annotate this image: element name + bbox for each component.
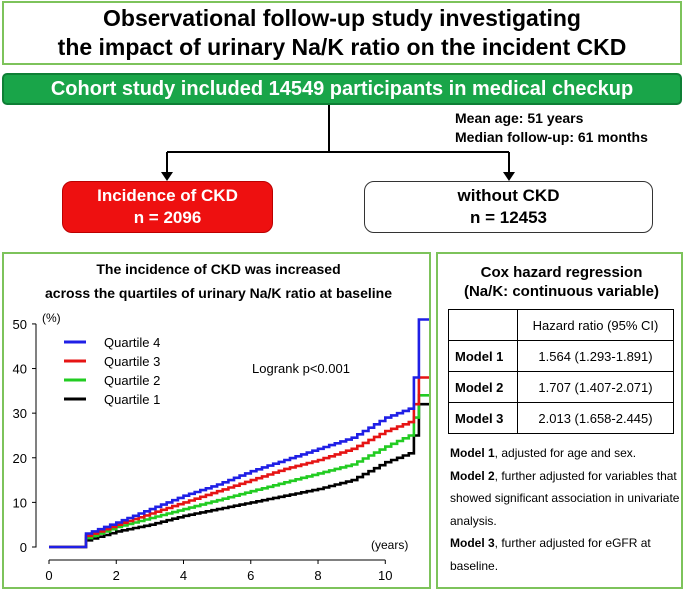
table-row: Model 1 1.564 (1.293-1.891) <box>447 340 674 372</box>
x-tick-label: 0 <box>45 568 52 583</box>
hazard-value-cell: 1.564 (1.293-1.891) <box>517 340 674 372</box>
legend-label: Quartile 2 <box>104 373 160 388</box>
y-tick-label: 40 <box>13 362 27 377</box>
arrow-left-icon <box>161 172 173 181</box>
logrank-label: Logrank p<0.001 <box>252 361 350 376</box>
ckd-group-label: Incidence of CKD <box>97 186 238 205</box>
km-title-line2: across the quartiles of urinary Na/K rat… <box>45 285 392 301</box>
km-panel: The incidence of CKD was increased acros… <box>2 252 431 589</box>
y-tick-label: 30 <box>13 406 27 421</box>
y-tick-label: 10 <box>13 495 27 510</box>
legend-label: Quartile 3 <box>104 354 160 369</box>
legend-label: Quartile 4 <box>104 335 160 350</box>
km-title-line1: The incidence of CKD was increased <box>96 261 341 277</box>
arrow-right-icon <box>503 172 515 181</box>
table-row: Model 3 2.013 (1.658-2.445) <box>447 402 674 434</box>
table-row: Model 2 1.707 (1.407-2.071) <box>447 371 674 403</box>
median-follow-up: Median follow-up: 61 months <box>455 129 648 145</box>
cohort-label: Cohort study included 14549 participants… <box>50 77 634 100</box>
hazard-table-corner <box>447 309 519 341</box>
x-tick-label: 4 <box>180 568 187 583</box>
no-ckd-group-box: without CKD n = 12453 <box>364 181 653 233</box>
hazard-value-cell: 1.707 (1.407-2.071) <box>517 371 674 403</box>
ckd-group-n: n = 2096 <box>133 208 202 227</box>
hazard-table-header-row: Hazard ratio (95% CI) <box>447 309 674 341</box>
model-note: Model 3, further adjusted for eGFR at ba… <box>450 536 651 573</box>
model-cell: Model 3 <box>447 402 519 434</box>
flow-connectors <box>161 105 515 181</box>
ckd-group-box: Incidence of CKD n = 2096 <box>62 181 273 233</box>
study-title-line2: the impact of urinary Na/K ratio on the … <box>57 34 627 60</box>
model-note: Model 1, adjusted for age and sex. <box>450 446 637 460</box>
legend-label: Quartile 1 <box>104 392 160 407</box>
cox-panel: Cox hazard regression (Na/K: continuous … <box>436 252 683 589</box>
cohort-box: Cohort study included 14549 participants… <box>2 73 682 105</box>
mean-age: Mean age: 51 years <box>455 110 584 126</box>
model-notes: Model 1, adjusted for age and sex. Model… <box>450 442 680 577</box>
km-chart: 0 10 20 30 40 50 0 2 4 6 8 10 (%) (years) Logrank p<0.… <box>13 311 429 583</box>
study-title-box: Observational follow-up study investigat… <box>2 1 682 65</box>
no-ckd-group-n: n = 12453 <box>469 208 548 227</box>
series-line-quartile-4 <box>49 318 429 549</box>
series-line-quartile-1 <box>49 402 429 549</box>
x-unit-label: (years) <box>371 538 408 552</box>
x-tick-label: 10 <box>378 568 392 583</box>
no-ckd-group-label: without CKD <box>457 186 560 205</box>
cox-title-line2: (Na/K: continuous variable) <box>463 283 660 300</box>
x-tick-label: 8 <box>314 568 321 583</box>
y-tick-label: 20 <box>13 451 27 466</box>
model-cell: Model 2 <box>447 371 519 403</box>
model-note: Model 2, further adjusted for variables … <box>450 468 680 528</box>
x-tick-label: 6 <box>247 568 254 583</box>
hazard-table-header: Hazard ratio (95% CI) <box>517 309 674 341</box>
hazard-value-cell: 2.013 (1.658-2.445) <box>517 402 674 434</box>
y-tick-label: 0 <box>20 540 27 555</box>
y-tick-label: 50 <box>13 317 27 332</box>
x-tick-label: 2 <box>113 568 120 583</box>
cox-title-line1: Cox hazard regression <box>480 264 643 281</box>
study-title-line1: Observational follow-up study investigat… <box>103 5 581 31</box>
model-cell: Model 1 <box>447 340 519 372</box>
y-unit-label: (%) <box>42 311 61 325</box>
hazard-table: Hazard ratio (95% CI) Model 1 1.564 (1.2… <box>447 309 674 434</box>
